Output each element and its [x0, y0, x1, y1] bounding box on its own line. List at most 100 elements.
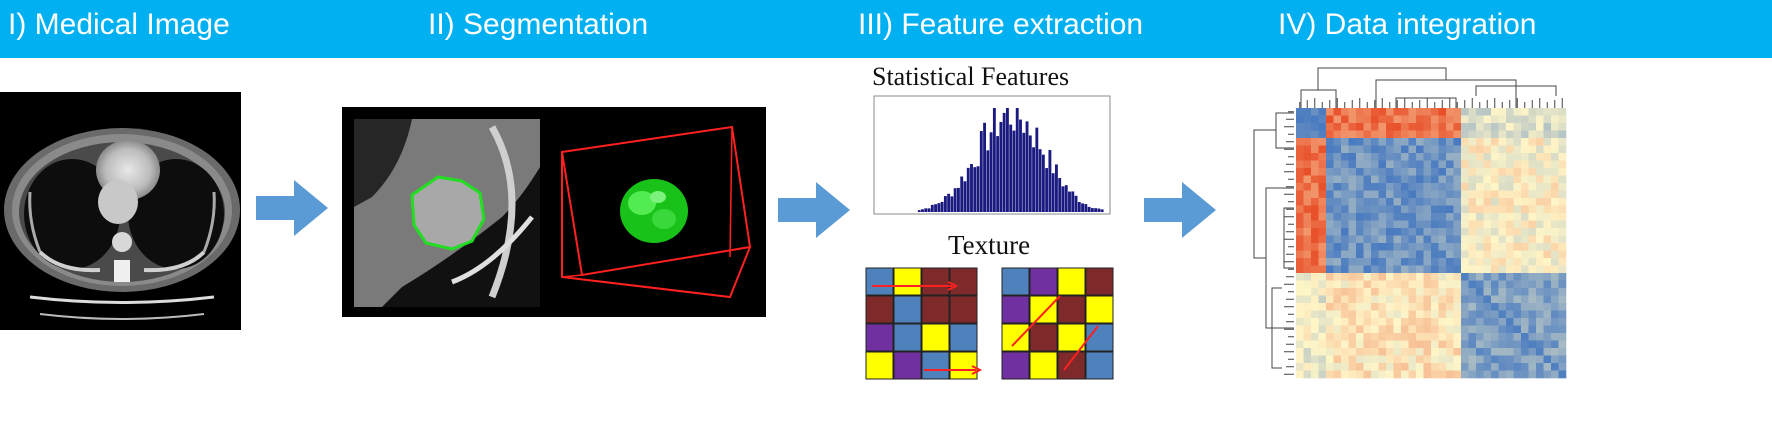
heatmap-cell [1431, 108, 1439, 116]
heatmap-cell [1491, 160, 1499, 169]
heatmap-cell [1461, 340, 1469, 349]
heatmap-cell [1408, 318, 1417, 326]
heatmap-cell [1528, 130, 1537, 139]
heatmap-cell [1296, 348, 1304, 356]
heatmap-cell [1416, 325, 1424, 334]
heatmap-cell [1483, 288, 1492, 296]
heatmap-cell [1401, 288, 1409, 296]
heatmap-cell [1521, 303, 1529, 311]
heatmap-cell [1513, 205, 1522, 214]
heatmap-cell [1356, 138, 1364, 146]
heatmap-cell [1491, 310, 1499, 319]
heatmap-cell [1536, 303, 1544, 311]
heatmap-cell [1393, 160, 1402, 169]
heatmap-cell [1491, 123, 1499, 131]
heatmap-cell [1386, 280, 1394, 289]
heatmap-cell [1348, 168, 1357, 176]
heatmap-cell [1468, 340, 1477, 349]
heatmap-cell [1506, 198, 1514, 206]
heatmap-cell [1468, 153, 1477, 161]
heatmap-cell [1521, 220, 1529, 229]
heatmap-cell [1543, 370, 1552, 379]
heatmap-cell [1528, 363, 1537, 371]
heatmap-cell [1393, 175, 1402, 184]
heatmap-cell [1348, 123, 1357, 131]
heatmap-cell [1386, 355, 1394, 364]
heatmap-cell [1326, 115, 1334, 124]
heatmap-cell [1558, 250, 1567, 259]
heatmap-cell [1416, 138, 1424, 146]
heatmap-cell [1363, 243, 1372, 251]
heatmap-cell [1528, 355, 1537, 364]
heatmap-cell [1311, 355, 1319, 364]
heatmap-cell [1431, 183, 1439, 191]
heatmap-cell [1408, 348, 1417, 356]
arrow-right-icon [778, 182, 850, 238]
heatmap-cell [1536, 295, 1544, 304]
heatmap-cell [1506, 303, 1514, 311]
heatmap-cell [1438, 168, 1447, 176]
heatmap-cell [1378, 363, 1387, 371]
heatmap-cell [1348, 220, 1357, 229]
heatmap-cell [1386, 168, 1394, 176]
heatmap-cell [1386, 250, 1394, 259]
heatmap-cell [1378, 325, 1387, 334]
heatmap-cell [1521, 363, 1529, 371]
heatmap-cell [1513, 355, 1522, 364]
heatmap-cell [1303, 265, 1312, 274]
heatmap-cell [1401, 303, 1409, 311]
heatmap-cell [1543, 228, 1552, 236]
heatmap-cell [1408, 130, 1417, 139]
heatmap-cell [1468, 198, 1477, 206]
histogram-bar [1061, 186, 1065, 212]
heatmap-cell [1371, 325, 1379, 334]
heatmap-cell [1378, 340, 1387, 349]
heatmap-cell [1506, 123, 1514, 131]
heatmap-cell [1498, 198, 1507, 206]
heatmap-cell [1333, 235, 1342, 244]
heatmap-cell [1461, 145, 1469, 154]
heatmap-cell [1333, 348, 1342, 356]
heatmap-cell [1431, 310, 1439, 319]
heatmap-cell [1438, 310, 1447, 319]
heatmap-cell [1303, 168, 1312, 176]
heatmap-cell [1543, 273, 1552, 281]
heatmap-cell [1446, 130, 1454, 139]
heatmap-cell [1326, 243, 1334, 251]
heatmap-cell [1453, 340, 1462, 349]
heatmap-cell [1416, 190, 1424, 199]
heatmap-cell [1476, 265, 1484, 274]
heatmap-cell [1558, 145, 1567, 154]
heatmap-cell [1318, 318, 1327, 326]
heatmap-cell [1363, 153, 1372, 161]
histogram-bar [992, 108, 996, 212]
heatmap-cell [1431, 205, 1439, 214]
heatmap-cell [1296, 235, 1304, 244]
heatmap-cell [1461, 363, 1469, 371]
histogram-bar [934, 204, 937, 212]
heatmap-cell [1506, 295, 1514, 304]
heatmap-cell [1543, 153, 1552, 161]
heatmap-cell [1543, 303, 1552, 311]
heatmap-cell [1378, 318, 1387, 326]
heatmap-cell [1318, 310, 1327, 319]
heatmap-cell [1491, 145, 1499, 154]
heatmap-cell [1341, 213, 1349, 221]
heatmap-cell [1303, 340, 1312, 349]
heatmap-cell [1326, 340, 1334, 349]
heatmap-cell [1408, 183, 1417, 191]
heatmap-cell [1498, 310, 1507, 319]
heatmap-cell [1431, 130, 1439, 139]
heatmap-cell [1528, 168, 1537, 176]
heatmap-cell [1461, 160, 1469, 169]
heatmap-cell [1356, 280, 1364, 289]
heatmap-cell [1513, 333, 1522, 341]
heatmap-cell [1461, 228, 1469, 236]
heatmap-cell [1483, 108, 1492, 116]
heatmap-cell [1296, 153, 1304, 161]
heatmap-cell [1536, 318, 1544, 326]
heatmap-cell [1543, 310, 1552, 319]
heatmap-cell [1453, 370, 1462, 379]
heatmap-cell [1416, 363, 1424, 371]
heatmap-cell [1296, 123, 1304, 131]
